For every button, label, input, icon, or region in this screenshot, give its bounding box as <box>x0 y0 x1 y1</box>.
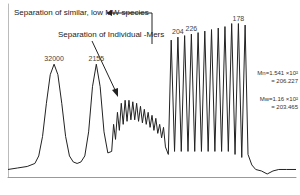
svg-text:Separation of Individual -Mers: Separation of Individual -Mers <box>58 30 164 39</box>
svg-text:Mw=1.16 ×10²: Mw=1.16 ×10² <box>260 96 298 102</box>
svg-text:2155: 2155 <box>89 55 105 62</box>
svg-text:= 206.227: = 206.227 <box>271 78 299 84</box>
svg-text:= 203.465: = 203.465 <box>271 104 299 110</box>
svg-text:32000: 32000 <box>44 55 64 62</box>
svg-text:226: 226 <box>186 25 198 32</box>
svg-text:204: 204 <box>172 28 184 35</box>
svg-text:178: 178 <box>233 15 245 22</box>
svg-text:Mn=1.541 ×10²: Mn=1.541 ×10² <box>257 70 298 76</box>
svg-text:Separation of similar, low MW: Separation of similar, low MW species <box>14 8 149 17</box>
